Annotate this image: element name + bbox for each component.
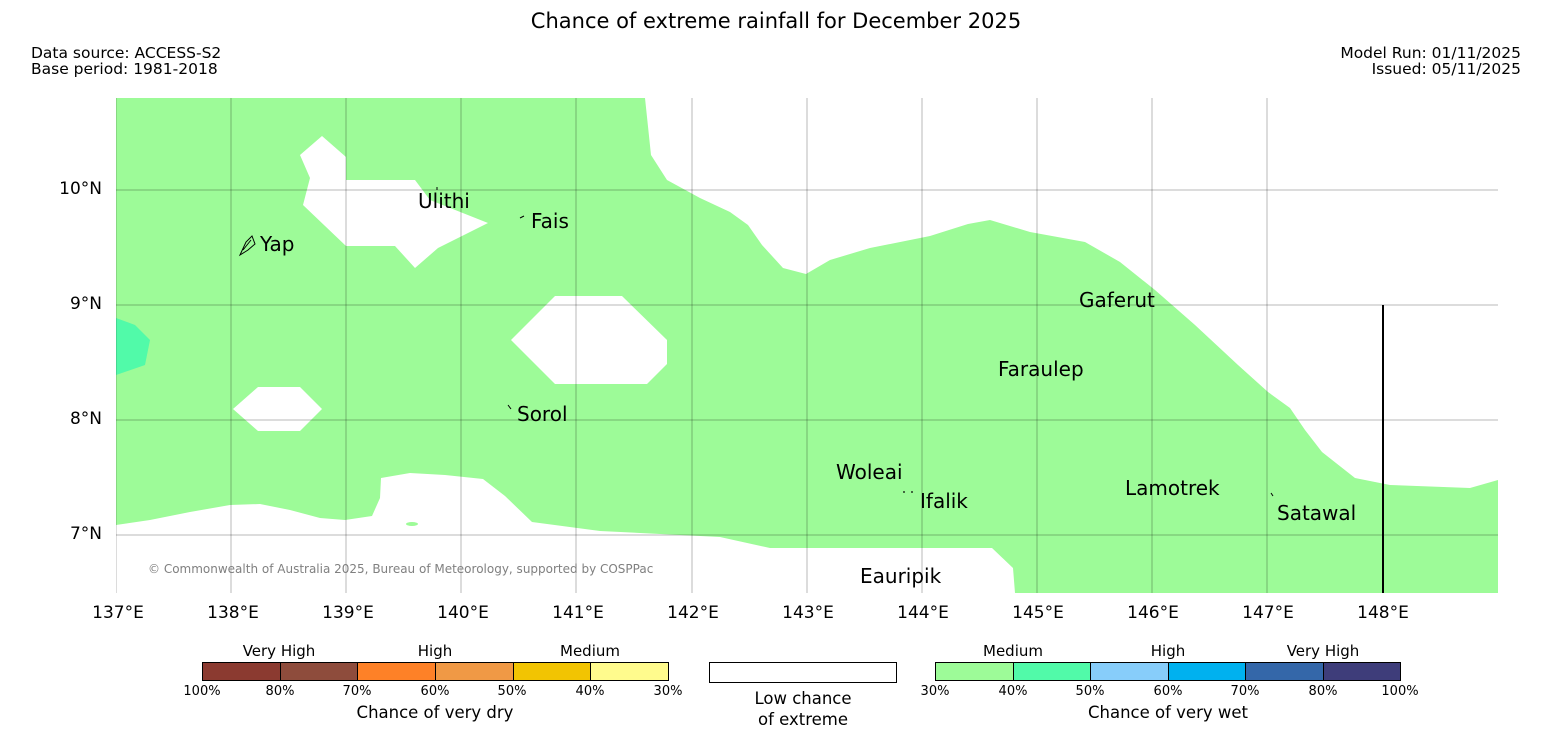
lon-label-139e: 139°E (322, 603, 374, 623)
lon-label-148e: 148°E (1357, 603, 1409, 623)
lon-label-144e: 144°E (897, 603, 949, 623)
place-satawal: Satawal (1277, 501, 1357, 525)
low-chance-swatch (709, 662, 897, 683)
wet-swatch-80-100 (1323, 663, 1400, 680)
lon-label-138e: 138°E (207, 603, 259, 623)
wet-tick: 40% (998, 684, 1028, 699)
low-chance-hole-west (233, 387, 322, 431)
ifalik-island-icon (903, 491, 905, 493)
low-chance-line1: Low chance (754, 689, 852, 708)
high-wet-patch (116, 318, 150, 375)
place-sorol: Sorol (517, 402, 568, 426)
place-lamotrek: Lamotrek (1125, 476, 1220, 500)
lat-label-7n: 7°N (69, 524, 102, 544)
dry-tick: 50% (497, 684, 527, 699)
lon-label-145e: 145°E (1012, 603, 1064, 623)
lon-label-146e: 146°E (1127, 603, 1179, 623)
wet-tick: 100% (1381, 684, 1419, 699)
lat-label-9n: 9°N (69, 294, 102, 314)
wet-cat-medium: Medium (983, 642, 1043, 660)
lat-label-8n: 8°N (69, 409, 102, 429)
base-period: Base period: 1981-2018 (31, 60, 218, 78)
chart-title: Chance of extreme rainfall for December … (530, 9, 1022, 33)
lon-label-141e: 141°E (552, 603, 604, 623)
data-source: Data source: ACCESS-S2 (31, 44, 222, 62)
dry-tick: 40% (575, 684, 605, 699)
dry-swatch-60-50 (436, 663, 514, 680)
wet-tick: 60% (1153, 684, 1183, 699)
lon-label-143e: 143°E (782, 603, 834, 623)
low-chance-line2: of extreme (757, 710, 849, 729)
lat-label-10n: 10°N (59, 179, 102, 199)
lon-label-140e: 140°E (437, 603, 489, 623)
issued-date: Issued: 05/11/2025 (1371, 60, 1521, 78)
wet-swatch-70-80 (1246, 663, 1324, 680)
low-chance-hole-ulithi (300, 136, 488, 268)
dry-tick: 60% (420, 684, 450, 699)
place-yap: Yap (260, 232, 295, 256)
lon-label-137e: 137°E (92, 603, 144, 623)
copyright-notice: © Commonwealth of Australia 2025, Bureau… (148, 562, 654, 576)
wet-swatch-30-40 (936, 663, 1014, 680)
dry-tick: 80% (265, 684, 295, 699)
wet-swatch-60-70 (1168, 663, 1246, 680)
wet-tick: 80% (1308, 684, 1338, 699)
wet-tick: 70% (1230, 684, 1260, 699)
lon-label-142e: 142°E (667, 603, 719, 623)
place-ifalik: Ifalik (920, 489, 968, 513)
dry-swatch-80-70 (280, 663, 359, 680)
dry-legend-title: Chance of very dry (356, 703, 514, 722)
dry-tick: 30% (653, 684, 683, 699)
place-woleai: Woleai (836, 460, 903, 484)
dry-tick: 70% (342, 684, 372, 699)
dry-swatch-70-60 (358, 663, 437, 680)
dry-tick: 100% (183, 684, 221, 699)
dry-colorbar (202, 662, 669, 681)
wet-swatch-50-60 (1091, 663, 1169, 680)
dry-cat-high: High (417, 642, 453, 660)
wet-swatch-40-50 (1013, 663, 1091, 680)
place-fais: Fais (531, 209, 569, 233)
wet-cat-very-high: Very High (1286, 642, 1360, 660)
sorol-island-icon (507, 404, 512, 410)
wet-colorbar (935, 662, 1401, 681)
place-gaferut: Gaferut (1079, 288, 1155, 312)
satawal-island-icon (1270, 492, 1274, 497)
meta-right: Model Run: 01/11/2025 Issued: 05/11/2025 (1340, 45, 1521, 77)
dry-cat-medium: Medium (560, 642, 620, 660)
fais-island-icon (519, 215, 525, 219)
lon-label-147e: 147°E (1242, 603, 1294, 623)
meta-left: Data source: ACCESS-S2 Base period: 1981… (31, 45, 221, 77)
wet-cat-high: High (1150, 642, 1186, 660)
dry-swatch-50-40 (513, 663, 592, 680)
wet-legend-title: Chance of very wet (1088, 703, 1248, 722)
yap-island-icon (238, 235, 256, 257)
dry-cat-very-high: Very High (242, 642, 316, 660)
place-ulithi: Ulithi (418, 189, 470, 213)
wet-tick: 50% (1075, 684, 1105, 699)
wet-tick: 30% (920, 684, 950, 699)
low-chance-hole-central (511, 296, 667, 384)
low-chance-label: Low chance of extreme (754, 688, 851, 730)
place-eauripik: Eauripik (860, 564, 942, 588)
place-faraulep: Faraulep (998, 357, 1084, 381)
model-run: Model Run: 01/11/2025 (1340, 44, 1521, 62)
dry-swatch-100-80 (203, 663, 281, 680)
dry-swatch-40-30 (591, 663, 669, 680)
